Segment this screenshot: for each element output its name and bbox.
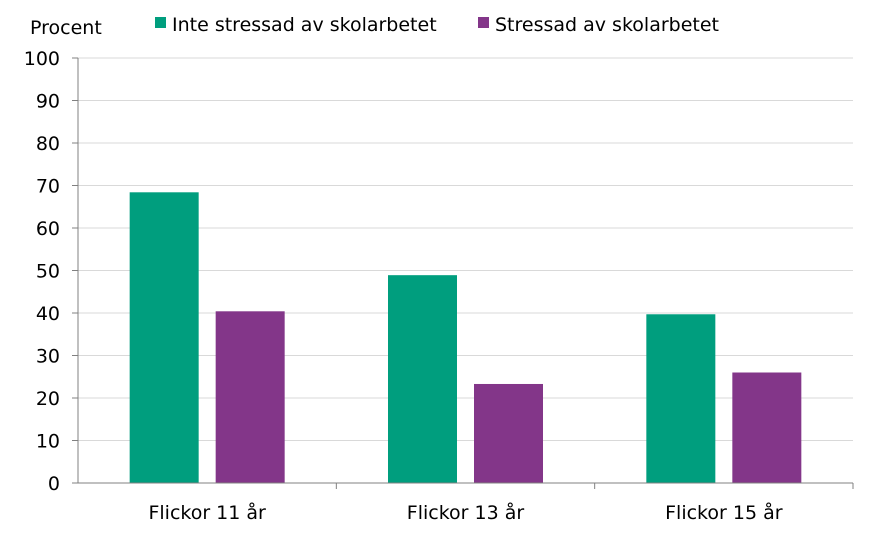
x-tick-label: Flickor 15 år (665, 501, 783, 524)
y-tick-label: 70 (36, 176, 60, 198)
legend-swatch (478, 17, 489, 28)
y-tick-label: 20 (36, 388, 60, 410)
y-tick-label: 0 (48, 473, 60, 495)
legend: Inte stressad av skolarbetet Stressad av … (155, 14, 719, 36)
x-tick-label: Flickor 13 år (407, 501, 525, 524)
axes: 0 10 20 30 40 50 60 70 80 90 100 Flickor 11 år Flick… (24, 48, 854, 524)
bar-stressed (215, 311, 285, 483)
x-tick-label: Flickor 11 år (148, 501, 266, 524)
y-tick-label: 10 (36, 431, 60, 453)
y-tick-label: 40 (36, 303, 60, 325)
y-tick-label: 30 (36, 346, 60, 368)
bars (129, 192, 802, 484)
y-tick-label: 60 (36, 218, 60, 240)
bar-stressed (474, 383, 543, 483)
legend-swatch (155, 17, 166, 28)
y-tick-label: 50 (36, 261, 60, 283)
bar-not-stressed (129, 192, 199, 484)
gridlines (78, 57, 853, 441)
legend-label: Inte stressad av skolarbetet (172, 14, 437, 36)
bar-not-stressed (388, 275, 457, 483)
y-tick-label: 100 (24, 48, 60, 70)
bar-not-stressed (646, 314, 716, 483)
y-axis-label: Procent (30, 17, 102, 39)
bar-stressed (732, 372, 802, 483)
legend-label: Stressad av skolarbetet (495, 14, 719, 36)
y-tick-label: 80 (36, 133, 60, 155)
y-tick-label: 90 (36, 91, 60, 113)
